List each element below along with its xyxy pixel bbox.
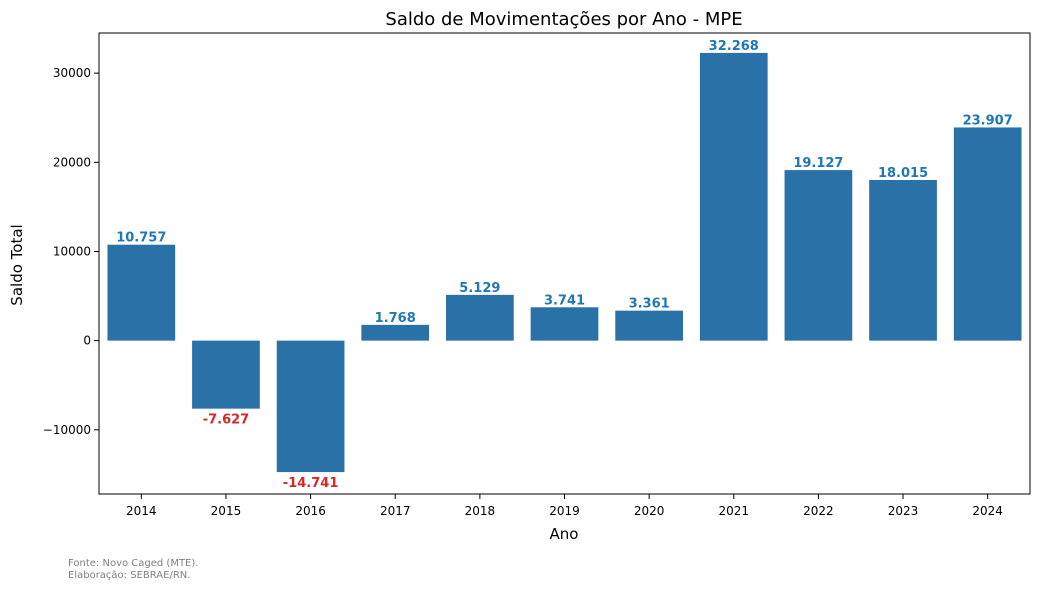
source-note: Fonte: Novo Caged (MTE). <box>68 558 199 569</box>
bar-2024 <box>953 127 1022 341</box>
chart-footer: Fonte: Novo Caged (MTE). Elaboração: SEB… <box>68 558 198 582</box>
y-tick-label-30000: 30000 <box>53 66 91 80</box>
x-tick-label-2023: 2023 <box>888 504 919 518</box>
x-axis-label: Ano <box>550 525 579 543</box>
value-label-2023: 18.015 <box>878 166 928 181</box>
bar-2022 <box>784 170 853 341</box>
value-label-2016: -14.741 <box>283 476 339 491</box>
x-tick-label-2014: 2014 <box>126 504 157 518</box>
chart-title: Saldo de Movimentações por Ano - MPE <box>385 9 742 30</box>
value-label-2019: 3.741 <box>544 293 585 308</box>
bar-2023 <box>869 179 937 341</box>
value-label-2022: 19.127 <box>793 156 843 171</box>
x-tick-label-2019: 2019 <box>549 504 580 518</box>
bar-2016 <box>276 340 345 473</box>
bar-value-labels: 10.757 -7.627 -14.741 1.768 5.129 3.741 3.361 3… <box>116 39 1013 491</box>
x-tick-label-2024: 2024 <box>972 504 1003 518</box>
y-axis: −10000 0 10000 20000 30000 <box>43 66 99 437</box>
x-tick-label-2017: 2017 <box>380 504 411 518</box>
y-axis-label: Saldo Total <box>8 224 26 305</box>
value-label-2024: 23.907 <box>963 113 1013 128</box>
y-tick-label-10000: 10000 <box>53 244 91 258</box>
bar-2020 <box>615 310 683 341</box>
x-tick-label-2015: 2015 <box>211 504 242 518</box>
value-label-2017: 1.768 <box>375 311 416 326</box>
bar-2019 <box>530 307 599 341</box>
y-tick-label-0: 0 <box>83 334 91 348</box>
value-label-2018: 5.129 <box>459 281 500 296</box>
x-tick-label-2016: 2016 <box>295 504 326 518</box>
bar-2017 <box>361 324 430 341</box>
bar-2014 <box>107 244 176 341</box>
value-label-2021: 32.268 <box>709 39 759 54</box>
x-axis: 2014 2015 2016 2017 2018 2019 2020 2021 2022 2023… <box>126 494 1003 518</box>
x-tick-label-2020: 2020 <box>634 504 665 518</box>
x-tick-label-2021: 2021 <box>718 504 749 518</box>
bar-2021 <box>699 52 768 341</box>
credit-note: Elaboração: SEBRAE/RN. <box>68 570 191 581</box>
bar-2018 <box>446 294 514 341</box>
bar-2015 <box>192 340 260 409</box>
y-tick-label--10000: −10000 <box>43 423 91 437</box>
value-label-2014: 10.757 <box>116 231 166 246</box>
bars <box>107 52 1022 473</box>
y-tick-label-20000: 20000 <box>53 155 91 169</box>
x-tick-label-2018: 2018 <box>465 504 496 518</box>
value-label-2015: -7.627 <box>203 413 250 428</box>
x-tick-label-2022: 2022 <box>803 504 834 518</box>
value-label-2020: 3.361 <box>629 297 670 312</box>
